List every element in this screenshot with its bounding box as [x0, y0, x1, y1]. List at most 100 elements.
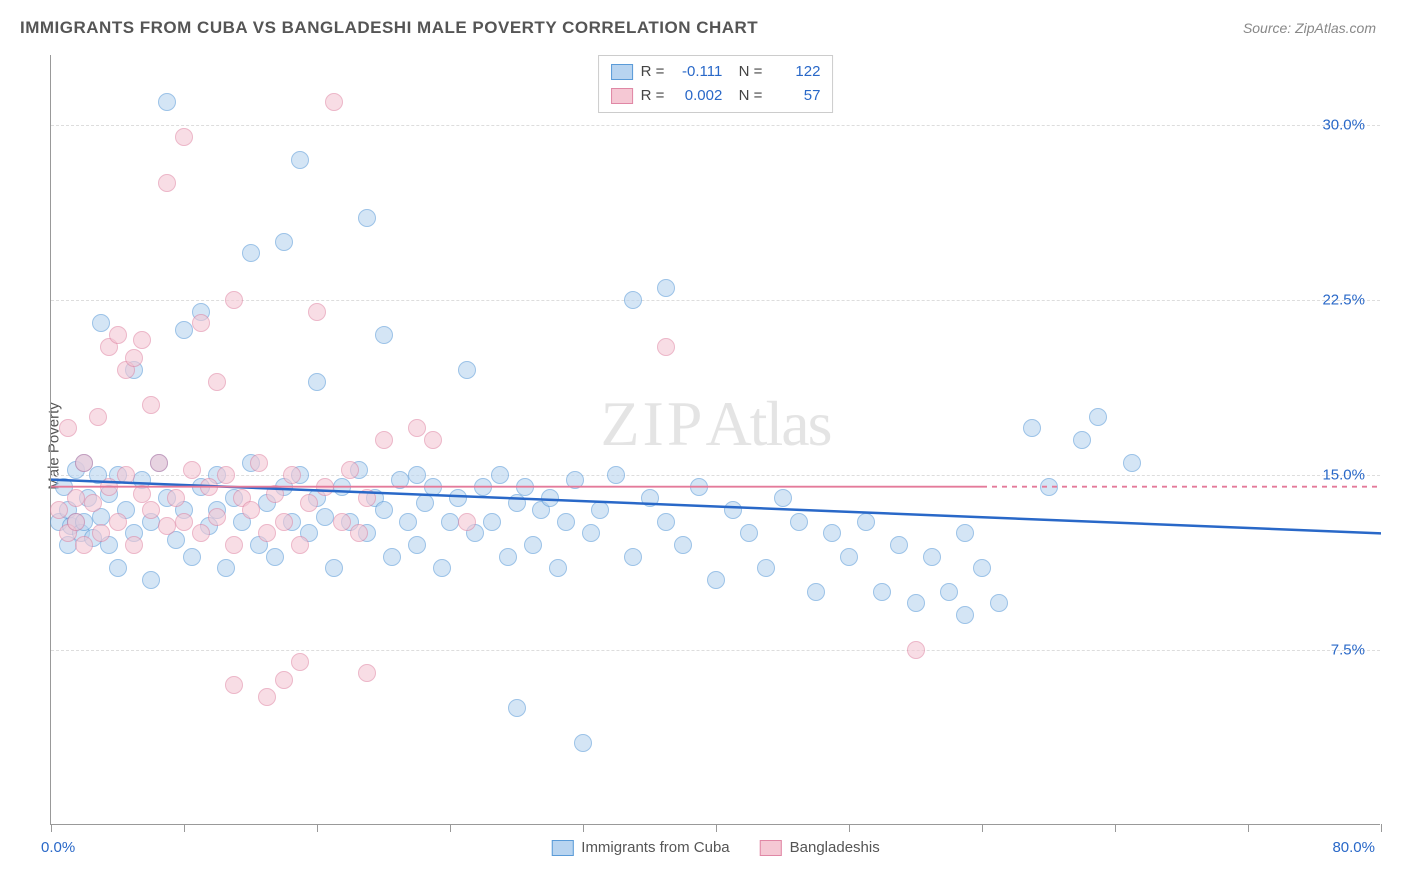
source-label: Source: — [1243, 20, 1291, 36]
data-point — [192, 524, 210, 542]
data-point — [375, 326, 393, 344]
data-point — [724, 501, 742, 519]
data-point — [607, 466, 625, 484]
data-point — [391, 471, 409, 489]
data-point — [624, 548, 642, 566]
data-point — [757, 559, 775, 577]
data-point — [67, 513, 85, 531]
data-point — [84, 494, 102, 512]
data-point — [325, 93, 343, 111]
trend-lines — [51, 55, 1381, 825]
gridline — [51, 650, 1380, 651]
data-point — [92, 524, 110, 542]
data-point — [316, 508, 334, 526]
data-point — [458, 513, 476, 531]
data-point — [109, 326, 127, 344]
n-value: 122 — [770, 60, 820, 84]
x-tick — [716, 824, 717, 832]
data-point — [907, 641, 925, 659]
legend-swatch — [551, 840, 573, 856]
data-point — [408, 536, 426, 554]
legend-label: Immigrants from Cuba — [581, 839, 729, 856]
data-point — [641, 489, 659, 507]
x-tick — [849, 824, 850, 832]
n-label: N = — [730, 84, 762, 108]
data-point — [657, 338, 675, 356]
data-point — [408, 419, 426, 437]
data-point — [150, 454, 168, 472]
y-tick-label: 30.0% — [1322, 117, 1365, 134]
data-point — [175, 513, 193, 531]
data-point — [375, 431, 393, 449]
data-point — [333, 478, 351, 496]
data-point — [158, 93, 176, 111]
data-point — [549, 559, 567, 577]
data-point — [208, 373, 226, 391]
x-tick — [583, 824, 584, 832]
data-point — [973, 559, 991, 577]
data-point — [774, 489, 792, 507]
x-axis-max-label: 80.0% — [1332, 839, 1375, 856]
data-point — [75, 536, 93, 554]
data-point — [350, 524, 368, 542]
data-point — [283, 466, 301, 484]
chart-title: IMMIGRANTS FROM CUBA VS BANGLADESHI MALE… — [20, 18, 758, 38]
r-label: R = — [641, 60, 665, 84]
data-point — [242, 501, 260, 519]
legend-swatch — [611, 64, 633, 80]
data-point — [316, 478, 334, 496]
legend-label: Bangladeshis — [790, 839, 880, 856]
legend-series: Immigrants from Cuba Bangladeshis — [551, 839, 879, 856]
data-point — [125, 349, 143, 367]
chart-container: IMMIGRANTS FROM CUBA VS BANGLADESHI MALE… — [0, 0, 1406, 892]
legend-item: Bangladeshis — [760, 839, 880, 856]
data-point — [258, 688, 276, 706]
data-point — [873, 583, 891, 601]
data-point — [225, 676, 243, 694]
data-point — [690, 478, 708, 496]
data-point — [857, 513, 875, 531]
x-tick — [1115, 824, 1116, 832]
data-point — [940, 583, 958, 601]
data-point — [508, 494, 526, 512]
data-point — [109, 513, 127, 531]
data-point — [308, 373, 326, 391]
data-point — [142, 571, 160, 589]
data-point — [266, 548, 284, 566]
data-point — [100, 478, 118, 496]
x-tick — [184, 824, 185, 832]
data-point — [75, 454, 93, 472]
data-point — [524, 536, 542, 554]
data-point — [375, 501, 393, 519]
data-point — [591, 501, 609, 519]
data-point — [167, 489, 185, 507]
data-point — [907, 594, 925, 612]
data-point — [566, 471, 584, 489]
x-tick — [982, 824, 983, 832]
data-point — [59, 419, 77, 437]
data-point — [458, 361, 476, 379]
data-point — [657, 513, 675, 531]
source-name: ZipAtlas.com — [1295, 20, 1376, 36]
data-point — [158, 517, 176, 535]
data-point — [258, 524, 276, 542]
data-point — [823, 524, 841, 542]
data-point — [308, 303, 326, 321]
data-point — [341, 461, 359, 479]
data-point — [1040, 478, 1058, 496]
x-tick — [317, 824, 318, 832]
legend-swatch — [611, 88, 633, 104]
data-point — [890, 536, 908, 554]
data-point — [291, 536, 309, 554]
data-point — [424, 478, 442, 496]
data-point — [657, 279, 675, 297]
data-point — [433, 559, 451, 577]
data-point — [200, 478, 218, 496]
data-point — [275, 671, 293, 689]
data-point — [956, 606, 974, 624]
data-point — [300, 494, 318, 512]
data-point — [474, 478, 492, 496]
data-point — [740, 524, 758, 542]
gridline — [51, 300, 1380, 301]
data-point — [358, 209, 376, 227]
